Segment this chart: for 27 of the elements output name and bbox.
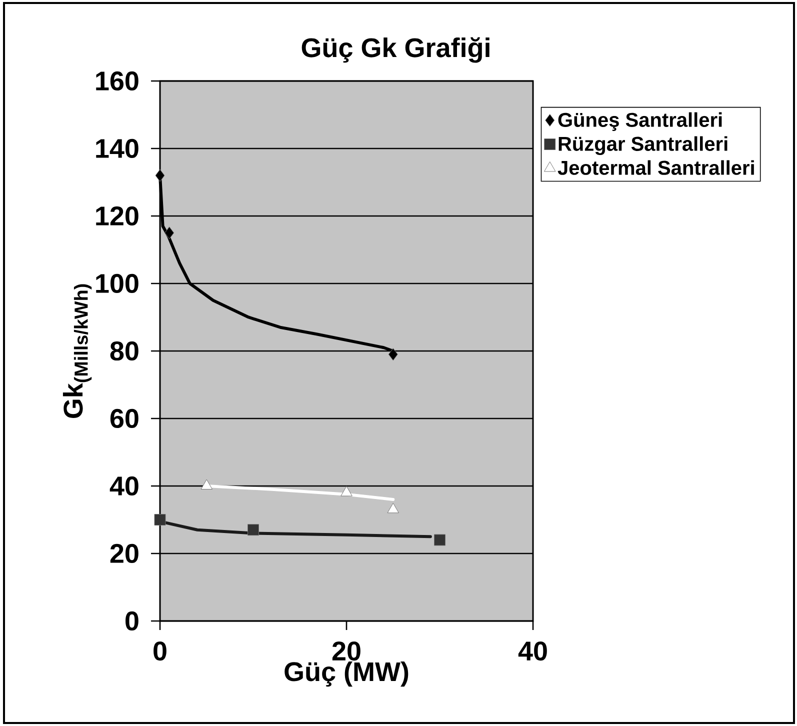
y-tick-label: 160	[96, 71, 138, 91]
point	[388, 348, 398, 361]
x-tick-label: 40	[518, 641, 547, 661]
y-tick-label: 40	[110, 476, 138, 496]
point	[154, 514, 166, 526]
point	[164, 226, 174, 240]
point	[155, 169, 165, 182]
chart-title: Güç Gk Grafiği	[302, 37, 490, 63]
x-tick-label: 20	[332, 641, 360, 661]
y-tick-label: 140	[96, 138, 138, 158]
point	[387, 502, 400, 514]
y-tick-label: 80	[110, 341, 138, 361]
x-tick-label: 0	[154, 641, 166, 661]
y-axis-title: Gk$_{(Mills/kWh)}$	[62, 284, 92, 418]
point	[200, 479, 213, 490]
y-tick-label: 0	[126, 611, 138, 631]
y-tick-label: 120	[96, 206, 138, 226]
point	[434, 534, 446, 546]
point	[340, 486, 352, 496]
legend-label: Güneş Santralleri	[558, 112, 722, 131]
y-tick-label: 20	[110, 544, 138, 564]
y-tick-label: 60	[110, 408, 138, 428]
legend-label: Jeotermal Santralleri	[558, 160, 754, 175]
y-tick-label: 100	[96, 274, 138, 294]
legend-label: Rüzgar Santralleri	[558, 136, 728, 155]
x-axis-title: Güç (MW)	[284, 661, 408, 687]
point	[248, 524, 260, 536]
